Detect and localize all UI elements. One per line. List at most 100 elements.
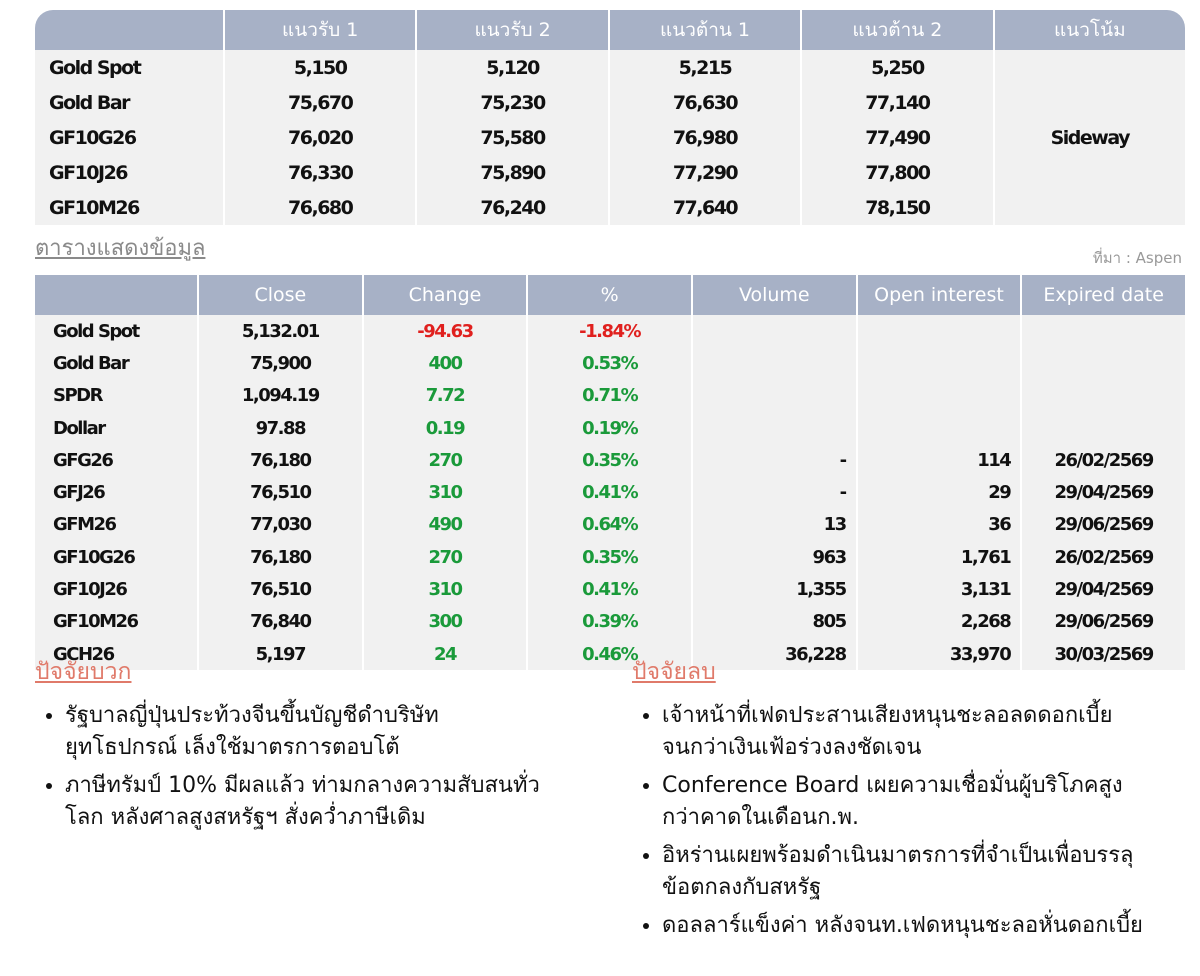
cell: 0.35%	[528, 541, 691, 574]
cell: 76,180	[199, 444, 362, 477]
cell: GCH26	[35, 637, 197, 671]
cell	[857, 315, 1021, 348]
row: GF10J26 76,330 75,890 77,290 77,800	[35, 155, 1185, 190]
row: Gold Spot 5,132.01 -94.63 -1.84%	[35, 315, 1185, 348]
cell: 76,180	[199, 541, 362, 574]
factor-item: รัฐบาลญี่ปุ่นประท้วงจีนขึ้นบัญชีดำบริษัท…	[65, 700, 555, 764]
row: Gold Bar 75,900 400 0.53%	[35, 347, 1185, 380]
cell: 76,330	[225, 155, 416, 190]
cell	[857, 379, 1021, 412]
factor-item: ดอลลาร์แข็งค่า หลังจนท.เฟดหนุนชะลอหั่นดอ…	[662, 910, 1152, 942]
factor-title: ปัจจัยลบ	[632, 659, 716, 685]
negative-factors: ปัจจัยลบเจ้าหน้าที่เฟดประสานเสียงหนุนชะล…	[632, 654, 1152, 948]
positive-factors: ปัจจัยบวกรัฐบาลญี่ปุ่นประท้วงจีนขึ้นบัญช…	[35, 654, 555, 840]
cell: GFG26	[35, 444, 197, 477]
cell: 77,140	[802, 85, 993, 120]
source: ที่มา : Aspen	[1092, 249, 1182, 267]
row: Gold Spot 5,150 5,120 5,215 5,250 Sideway	[35, 50, 1185, 225]
cell: 76,240	[417, 190, 608, 225]
cell	[692, 379, 856, 412]
cell	[857, 411, 1021, 445]
cell	[857, 347, 1021, 380]
cell: 36	[857, 508, 1021, 542]
cell: 36,228	[692, 637, 856, 671]
cell: 1,761	[857, 541, 1021, 574]
cell: 75,230	[417, 85, 608, 120]
cell: 76,510	[199, 573, 362, 606]
cell: Gold Bar	[35, 85, 223, 120]
cell: 1,094.19	[199, 379, 362, 412]
header-cell: Close	[199, 275, 362, 315]
header-cell: Change	[363, 275, 527, 315]
cell: GF10J26	[35, 573, 197, 606]
cell: 5,250	[802, 50, 993, 85]
cell: 5,150	[225, 50, 416, 85]
cell: -94.63	[363, 315, 527, 348]
row: GFM26 77,030 490 0.64% 13 36 29/06/2569	[35, 508, 1185, 542]
cell: 77,800	[802, 155, 993, 190]
cell: Dollar	[35, 411, 197, 445]
cell: GF10G26	[35, 120, 223, 155]
row: GF10G26 76,020 75,580 76,980 77,490	[35, 120, 1185, 155]
cell: 75,670	[225, 85, 416, 120]
cell: 29/04/2569	[1022, 573, 1185, 606]
cell	[1022, 379, 1185, 412]
cell: 76,840	[199, 605, 362, 638]
cell: 114	[857, 444, 1021, 477]
cell: 805	[692, 605, 856, 638]
cell: 7.72	[363, 379, 527, 412]
cell: 77,490	[802, 120, 993, 155]
row: GFG26 76,180 270 0.35% -114 26/02/2569	[35, 444, 1185, 477]
cell: 77,640	[609, 190, 801, 225]
cell: 76,510	[199, 476, 362, 509]
cell: 76,680	[225, 190, 416, 225]
header-cell: Volume	[692, 275, 856, 315]
cell: 270	[363, 541, 527, 574]
cell: GFJ26	[35, 476, 197, 509]
cell: 97.88	[199, 411, 362, 445]
cell: 310	[363, 476, 527, 509]
cell	[1022, 347, 1185, 380]
cell: 5,120	[417, 50, 608, 85]
cell: 3,131	[857, 573, 1021, 606]
header-cell: Expired date	[1022, 275, 1185, 315]
cell: GFM26	[35, 508, 197, 542]
cell: 13	[692, 508, 856, 542]
cell: 0.53%	[528, 347, 691, 380]
cell	[692, 347, 856, 380]
cell: GF10M26	[35, 605, 197, 638]
cell: 75,890	[417, 155, 608, 190]
header-cell	[35, 10, 223, 50]
cell: 5,215	[609, 50, 801, 85]
cell: 29/06/2569	[1022, 605, 1185, 638]
factor-item: Conference Board เผยความเชื่อมั่นผู้บริโ…	[662, 770, 1152, 834]
cell: -1.84%	[528, 315, 691, 348]
row: GF10G26 76,180 270 0.35% 963 1,761 26/02/2569	[35, 541, 1185, 574]
cell: 0.19	[363, 411, 527, 445]
cell: Gold Bar	[35, 347, 197, 380]
cell: 76,630	[609, 85, 801, 120]
levels-table: แนวรับ 1 แนวรับ 2 แนวต้าน 1 แนวต้าน 2 แนวโน้…	[33, 10, 1187, 225]
cell: 2,268	[857, 605, 1021, 638]
cell: 0.71%	[528, 379, 691, 412]
trend-cell: Sideway	[994, 50, 1185, 225]
row: GCH26 5,197 24 0.46% 36,228 33,970 30/03/2569	[35, 637, 1185, 671]
factor-item: ภาษีทรัมป์ 10% มีผลแล้ว ท่ามกลางความสับส…	[65, 770, 555, 834]
cell: GF10M26	[35, 190, 223, 225]
cell: Gold Spot	[35, 315, 197, 348]
row: GF10J26 76,510 310 0.41% 1,355 3,131 29/04/256…	[35, 573, 1185, 606]
cell: 0.41%	[528, 573, 691, 606]
cell: 1,355	[692, 573, 856, 606]
cell	[692, 315, 856, 348]
row: GFJ26 76,510 310 0.41% -29 29/04/2569	[35, 476, 1185, 509]
cell	[692, 411, 856, 445]
cell: 5,132.01	[199, 315, 362, 348]
cell: 963	[692, 541, 856, 574]
factor-item: อิหร่านเผยพร้อมดำเนินมาตรการที่จำเป็นเพื…	[662, 840, 1152, 904]
cell: 76,020	[225, 120, 416, 155]
cell: 29/04/2569	[1022, 476, 1185, 509]
cell: 270	[363, 444, 527, 477]
header-cell	[35, 275, 197, 315]
cell: Gold Spot	[35, 50, 223, 85]
cell: 26/02/2569	[1022, 444, 1185, 477]
